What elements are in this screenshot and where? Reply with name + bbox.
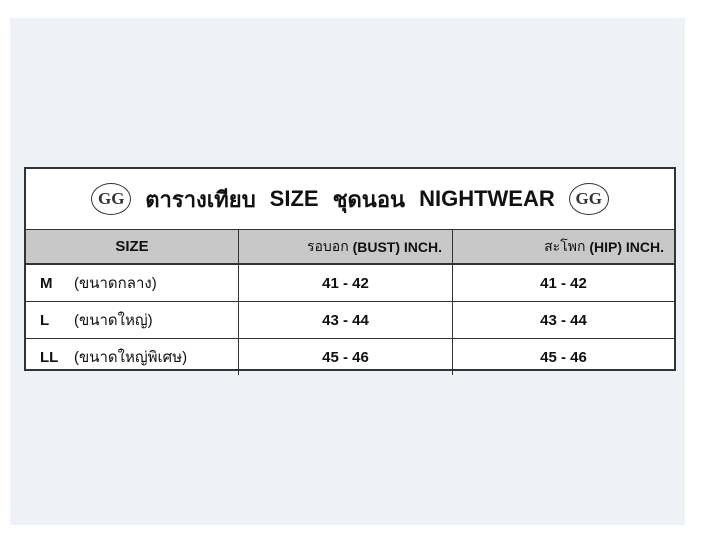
header-bust-label: (BUST) INCH.	[352, 238, 442, 255]
table-row: M (ขนาดกลาง) 41 - 42 41 - 42	[26, 265, 674, 302]
size-code: M	[40, 274, 53, 292]
gg-logo-icon: GG	[568, 183, 609, 215]
title-nightwear: NIGHTWEAR	[419, 186, 555, 211]
hip-cell: 41 - 42	[540, 274, 587, 292]
size-chart-table: GG ตารางเทียบ SIZE ชุดนอน NIGHTWEAR GG S…	[24, 167, 676, 375]
size-cell: LL (ขนาดใหญ่พิเศษ)	[26, 339, 239, 375]
title-size: SIZE	[269, 186, 319, 211]
title-thai-prefix: ตารางเทียบ	[145, 186, 256, 212]
header-hip-thai: สะโพก	[544, 237, 586, 254]
header-hip-label: (HIP) INCH.	[589, 238, 664, 255]
table-title: GG ตารางเทียบ SIZE ชุดนอน NIGHTWEAR GG	[26, 169, 674, 230]
hip-cell: 45 - 46	[540, 348, 587, 366]
bust-cell: 43 - 44	[239, 302, 453, 338]
header-bust-thai: รอบอก	[306, 237, 349, 254]
table-row: LL (ขนาดใหญ่พิเศษ) 45 - 46 45 - 46	[26, 339, 674, 375]
size-code: L	[40, 311, 50, 329]
gg-logo-icon: GG	[91, 183, 132, 215]
bust-cell: 41 - 42	[239, 265, 453, 301]
header-bust: รอบอก (BUST) INCH.	[239, 230, 453, 263]
size-cell: M (ขนาดกลาง)	[26, 265, 239, 301]
size-code: LL	[40, 348, 59, 366]
bust-cell: 45 - 46	[239, 339, 453, 375]
header-size: SIZE	[26, 230, 239, 263]
hip-cell: 43 - 44	[540, 311, 587, 329]
size-cell: L (ขนาดใหญ่)	[26, 302, 239, 338]
header-row: SIZE รอบอก (BUST) INCH. สะโพก (HIP) INCH…	[26, 230, 674, 265]
size-desc: (ขนาดใหญ่พิเศษ)	[74, 349, 188, 366]
size-desc: (ขนาดใหญ่)	[74, 312, 153, 329]
size-desc: (ขนาดกลาง)	[74, 275, 157, 292]
table-row: L (ขนาดใหญ่) 43 - 44 43 - 44	[26, 302, 674, 339]
title-thai-middle: ชุดนอน	[332, 186, 406, 212]
header-hip: สะโพก (HIP) INCH.	[453, 230, 674, 263]
